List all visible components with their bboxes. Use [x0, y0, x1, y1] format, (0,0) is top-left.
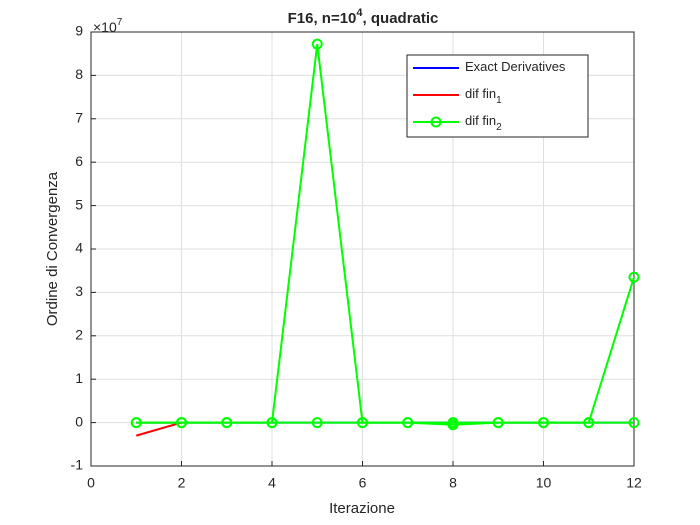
y-tick-label: 8 — [75, 66, 83, 82]
chart-title: F16, n=104, quadratic — [288, 7, 439, 27]
legend-entry: Exact Derivatives — [465, 59, 566, 74]
marker — [492, 417, 504, 429]
marker — [311, 38, 323, 50]
y-tick-label: 5 — [75, 196, 83, 212]
title-text: F16, n=10 — [288, 10, 357, 27]
marker — [130, 417, 142, 429]
legend-name: dif fin — [465, 113, 496, 128]
legend-entry: dif fin2 — [465, 113, 502, 132]
x-tick-label: 0 — [87, 475, 95, 491]
y-tick-label: 3 — [75, 283, 83, 299]
x-tick-label: 2 — [178, 475, 186, 491]
title-suffix: , quadratic — [363, 10, 439, 27]
series-line — [135, 421, 182, 437]
y-axis-label: Ordine di Convergenza — [44, 171, 61, 326]
marker — [628, 271, 640, 283]
y-scale: ×107 — [93, 17, 123, 35]
legend-name: Exact Derivatives — [465, 59, 566, 74]
x-tick-label: 8 — [449, 475, 457, 491]
y-tick-label: 4 — [75, 240, 83, 256]
x-tick-label: 4 — [268, 475, 276, 491]
legend-entry: dif fin1 — [465, 86, 502, 105]
x-tick-label: 6 — [359, 475, 367, 491]
y-tick-label: 6 — [75, 153, 83, 169]
y-tick-label: 7 — [75, 110, 83, 126]
marker — [311, 417, 323, 429]
y-tick-label: -1 — [71, 457, 84, 473]
legend-subscript: 1 — [496, 95, 502, 106]
legend-subscript: 2 — [496, 122, 502, 133]
marker — [628, 417, 640, 429]
y-tick-label: 0 — [75, 413, 83, 429]
marker — [357, 417, 368, 429]
marker — [176, 417, 187, 429]
y-tick-label: 1 — [75, 370, 83, 386]
legend-name: dif fin — [465, 86, 496, 101]
marker — [266, 417, 278, 429]
marker — [583, 417, 595, 429]
marker — [538, 417, 549, 429]
title-sup: 4 — [356, 7, 363, 19]
y-scale-text: ×10 — [93, 19, 117, 35]
marker — [221, 417, 233, 429]
x-tick-label: 12 — [626, 475, 642, 491]
y-tick-label: 2 — [75, 327, 83, 343]
x-axis-label: Iterazione — [329, 500, 395, 517]
legend-marker — [430, 116, 442, 128]
marker — [402, 417, 414, 429]
marker — [447, 417, 459, 429]
y-scale-exp: 7 — [117, 17, 123, 28]
axes-box — [90, 31, 635, 467]
x-tick-label: 10 — [536, 475, 552, 491]
y-tick-label: 9 — [75, 23, 83, 39]
